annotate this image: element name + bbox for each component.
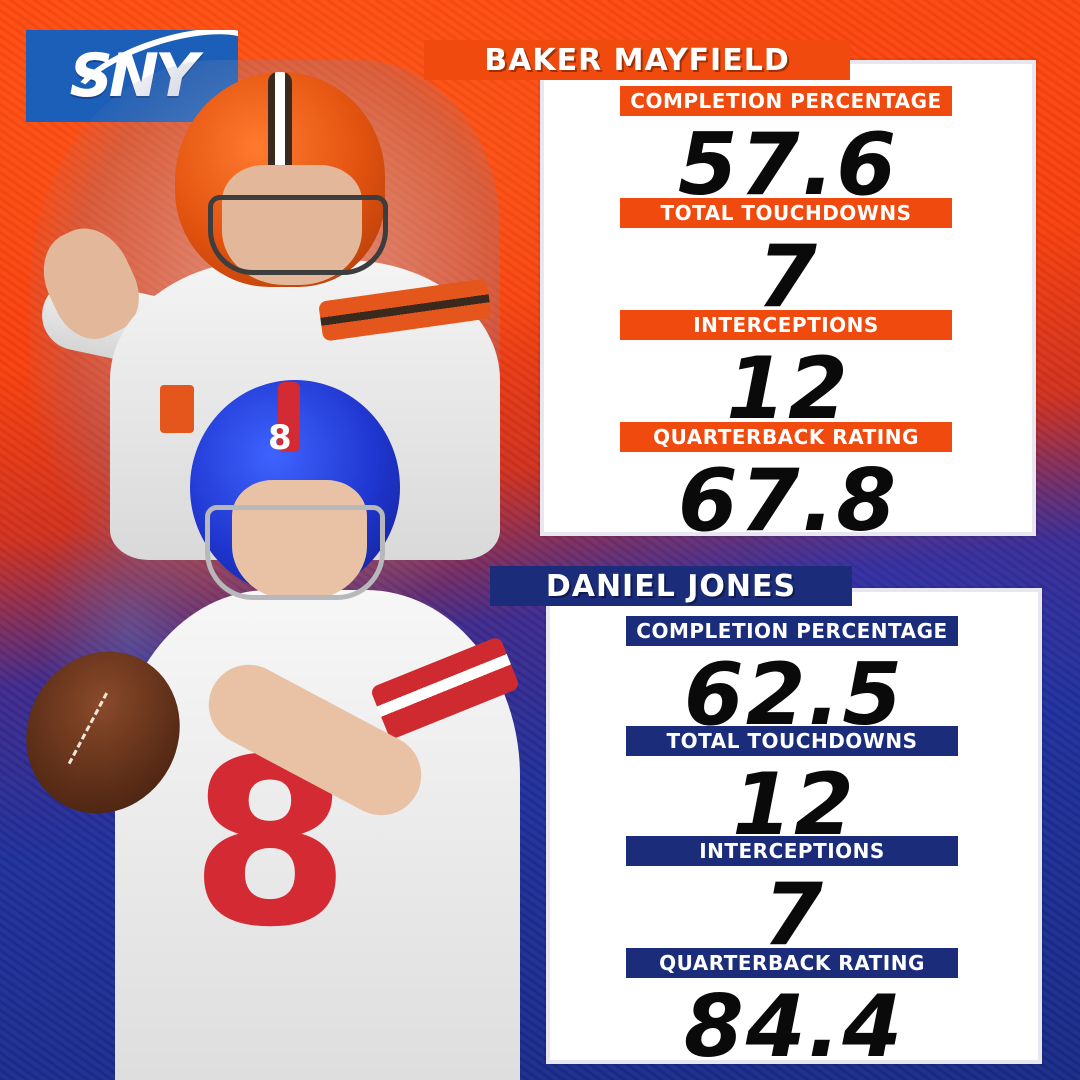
baker-facemask [208, 195, 388, 275]
jones-stats-panel: COMPLETION PERCENTAGE 62.5 TOTAL TOUCHDO… [546, 588, 1042, 1070]
stat-value: 67.8 [677, 451, 899, 551]
baker-name-tag: BAKER MAYFIELD [424, 40, 850, 80]
captain-patch-icon [160, 385, 194, 433]
stat-label: COMPLETION PERCENTAGE [620, 86, 952, 116]
jones-name-tag: DANIEL JONES [490, 566, 852, 606]
stat-value: 57.6 [677, 115, 899, 215]
stat-value: 12 [726, 339, 850, 439]
stat-label: COMPLETION PERCENTAGE [626, 616, 958, 646]
stat-value: 12 [732, 755, 856, 855]
player-name: DANIEL JONES [545, 568, 797, 604]
jones-facemask [205, 505, 385, 600]
stat-label: TOTAL TOUCHDOWNS [626, 726, 958, 756]
stat-value: 62.5 [683, 645, 905, 745]
stat-label: QUARTERBACK RATING [620, 422, 952, 452]
giants-helmet-stripe [278, 382, 300, 452]
stat-value: 84.4 [683, 977, 905, 1077]
stat-label: TOTAL TOUCHDOWNS [620, 198, 952, 228]
stat-value: 7 [763, 865, 825, 965]
stat-label: INTERCEPTIONS [620, 310, 952, 340]
helmet-number: 8 [268, 418, 292, 458]
stat-label: QUARTERBACK RATING [626, 948, 958, 978]
stat-value: 7 [757, 227, 819, 327]
player-name: BAKER MAYFIELD [484, 42, 790, 78]
baker-stats-panel: COMPLETION PERCENTAGE 57.6 TOTAL TOUCHDO… [540, 60, 1036, 544]
stat-label: INTERCEPTIONS [626, 836, 958, 866]
